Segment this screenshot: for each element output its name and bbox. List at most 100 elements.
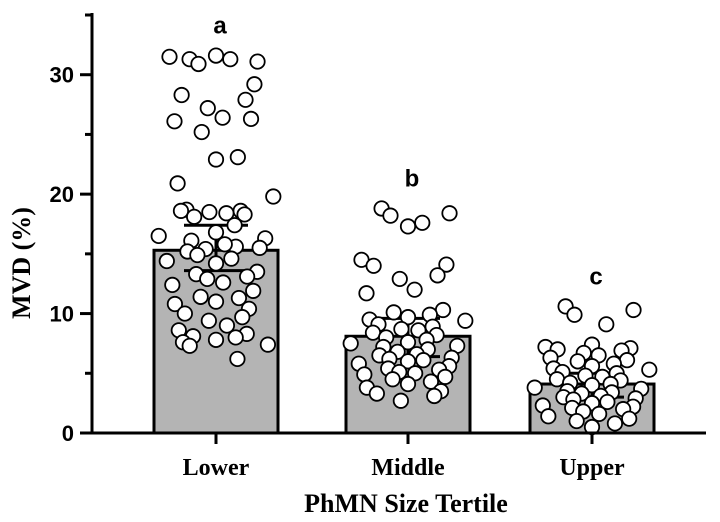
y-axis-title: MVD (%): [7, 207, 36, 319]
data-point-lower: [265, 188, 282, 205]
data-point-upper: [625, 301, 642, 319]
significance-label-lower: a: [213, 13, 227, 40]
data-point-middle: [393, 320, 410, 338]
data-point-lower: [245, 282, 262, 299]
data-point-lower: [172, 202, 190, 219]
data-point-lower: [190, 55, 207, 73]
data-point-lower: [251, 239, 268, 256]
data-point-upper: [540, 408, 557, 425]
data-point-lower: [239, 268, 256, 285]
data-point-lower: [223, 250, 240, 267]
data-point-middle: [368, 385, 385, 402]
data-point-lower: [229, 350, 246, 368]
data-point-upper: [548, 371, 566, 388]
significance-label-middle: b: [405, 165, 420, 192]
data-point-upper: [583, 377, 601, 394]
data-point-middle: [364, 324, 382, 341]
data-point-middle: [385, 304, 402, 321]
data-point-lower: [181, 337, 198, 354]
data-point-lower: [150, 227, 167, 245]
data-point-lower: [207, 293, 225, 310]
axes-layer: [80, 13, 706, 444]
data-point-middle: [399, 309, 417, 326]
data-point-lower: [164, 276, 181, 294]
data-point-lower: [214, 109, 231, 126]
data-point-middle: [441, 205, 458, 222]
data-point-middle: [414, 214, 431, 231]
data-point-middle: [356, 366, 373, 383]
data-point-lower: [236, 206, 253, 223]
x-axis-title: PhMN Size Tertile: [304, 489, 508, 518]
data-point-middle: [399, 334, 417, 351]
data-point-upper: [568, 412, 585, 430]
data-point-lower: [234, 309, 251, 326]
data-point-lower: [230, 289, 248, 307]
data-point-middle: [399, 353, 417, 370]
data-point-middle: [391, 270, 408, 288]
data-point-lower: [227, 329, 244, 346]
data-point-lower: [207, 255, 225, 272]
data-point-upper: [621, 410, 638, 427]
y-tick-label: 30: [50, 63, 74, 88]
data-point-upper: [566, 306, 583, 323]
data-point-lower: [249, 53, 266, 70]
data-point-lower: [218, 205, 235, 222]
data-point-upper: [641, 361, 658, 378]
data-point-lower: [237, 91, 254, 108]
data-point-lower: [158, 252, 175, 270]
data-point-lower: [173, 86, 190, 104]
data-point-lower: [176, 305, 193, 322]
data-point-lower: [186, 208, 203, 225]
data-point-middle: [426, 387, 443, 405]
x-tick-label-middle: Middle: [371, 455, 445, 481]
data-point-middle: [399, 218, 417, 235]
data-point-lower: [207, 47, 225, 64]
data-point-middle: [399, 375, 417, 393]
data-point-lower: [192, 288, 209, 305]
data-point-middle: [365, 257, 382, 274]
data-point-middle: [342, 335, 359, 352]
data-point-middle: [434, 301, 452, 319]
data-point-middle: [457, 312, 474, 329]
data-point-lower: [166, 295, 183, 313]
data-point-upper: [569, 353, 586, 370]
y-tick-label: 0: [62, 421, 74, 446]
data-point-upper: [526, 379, 543, 396]
data-point-lower: [193, 123, 210, 141]
data-point-lower: [246, 76, 263, 93]
data-point-lower: [201, 203, 218, 221]
data-point-lower: [200, 312, 217, 329]
data-point-lower: [207, 331, 225, 348]
data-point-middle: [384, 371, 401, 388]
data-point-lower: [199, 270, 216, 288]
data-point-middle: [437, 368, 454, 385]
data-point-lower: [242, 110, 260, 128]
data-point-middle: [438, 256, 455, 273]
data-point-upper: [598, 316, 615, 333]
data-point-lower: [229, 149, 246, 166]
data-point-lower: [215, 274, 232, 291]
data-point-lower: [226, 217, 243, 234]
data-point-lower: [216, 236, 233, 253]
x-tick-label-upper: Upper: [559, 455, 625, 481]
significance-label-upper: c: [589, 263, 602, 290]
data-point-upper: [599, 393, 616, 411]
data-point-lower: [161, 48, 178, 65]
data-point-middle: [415, 352, 432, 369]
data-point-lower: [166, 113, 183, 130]
data-point-lower: [222, 51, 239, 68]
y-tick-label: 10: [50, 302, 74, 327]
points-layer: [150, 47, 658, 436]
data-point-upper: [606, 415, 624, 432]
y-tick-label: 20: [50, 182, 74, 207]
data-point-lower: [199, 100, 216, 117]
data-point-middle: [406, 281, 423, 298]
data-point-lower: [169, 175, 186, 192]
data-point-middle: [382, 207, 399, 224]
labels-layer: Lower a Middle b Upper c 0 10 20 30: [50, 13, 625, 481]
data-point-middle: [358, 285, 375, 302]
data-point-upper: [591, 405, 608, 422]
data-point-middle: [429, 267, 446, 284]
data-point-upper: [618, 352, 636, 369]
